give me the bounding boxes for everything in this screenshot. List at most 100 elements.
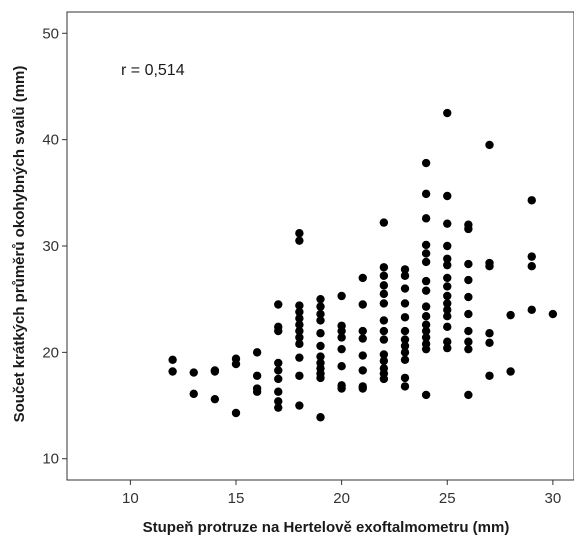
data-point [400,299,410,308]
y-axis-title: Součet krátkých průměrů okohybných svalů… [11,66,28,423]
data-point [189,389,198,399]
data-point [379,316,389,325]
data-point [400,335,410,344]
data-point [274,358,283,368]
data-point [168,367,177,376]
data-point [443,254,452,263]
data-point [337,291,346,301]
data-point [421,240,431,250]
data-point [274,326,283,336]
data-point [464,337,473,346]
data-point [379,374,389,384]
y-tick-label: 40 [42,132,59,149]
data-point [316,316,325,325]
y-tick-label: 30 [42,238,59,255]
data-point [295,301,304,310]
data-point [358,273,367,283]
data-point [316,302,325,311]
data-point [527,262,536,271]
y-tick-label: 20 [42,344,59,361]
data-point [295,236,304,245]
data-point [464,390,473,400]
data-point [421,333,431,342]
data-points [168,108,558,422]
y-tick-label: 50 [42,25,59,42]
data-point [231,359,241,369]
data-point [295,229,304,238]
data-point [316,373,325,383]
x-axis-title: Stupeň protruze na Hertelově exoftalmome… [143,519,510,536]
data-point [379,335,389,344]
data-point [189,368,198,377]
data-point [295,401,304,410]
data-point [316,329,325,338]
data-point [464,309,473,319]
x-tick-label: 10 [122,490,139,507]
data-point [295,326,304,336]
data-point [274,374,283,384]
data-point [337,384,346,393]
data-point [443,312,452,321]
data-point [379,299,389,308]
data-point [358,351,367,360]
data-point [421,286,431,295]
y-tick-label: 10 [42,451,59,468]
data-point [358,334,367,343]
data-point [443,299,452,308]
data-point [168,355,177,365]
data-point [274,387,283,396]
data-point [527,252,536,261]
data-point [379,263,389,272]
data-point [443,282,452,291]
data-point [400,271,410,280]
data-point [443,191,452,201]
data-point [295,320,304,329]
data-point [295,353,304,362]
data-point [464,292,473,302]
data-point [400,355,410,365]
data-point [295,314,304,323]
data-point [443,322,452,332]
data-point [252,348,262,357]
data-point [443,337,452,346]
x-tick-label: 30 [545,490,562,507]
data-point [421,344,431,354]
data-point [252,371,262,380]
data-point [379,218,389,227]
data-point [337,326,346,336]
data-point [443,219,452,228]
data-point [421,390,431,400]
data-point [421,276,431,286]
data-point [527,305,536,315]
data-point [358,326,367,336]
data-point [506,310,515,320]
data-point [337,361,346,371]
data-point [316,294,325,304]
data-point [548,309,558,319]
data-point [485,262,494,271]
data-point [443,305,452,315]
x-axis: 10 15 20 25 30 [122,480,561,507]
data-point [316,352,325,361]
data-point [443,241,452,251]
data-point [464,344,473,354]
data-point [295,371,304,380]
data-point [295,339,304,349]
data-point [464,326,473,336]
data-point [527,196,536,205]
data-point [485,338,494,347]
data-point [421,302,431,311]
data-point [485,329,494,338]
data-point [379,289,389,299]
data-point [295,307,304,317]
data-point [274,403,283,412]
data-point [252,387,262,396]
data-point [400,348,410,357]
x-tick-label: 20 [333,490,350,507]
data-point [421,214,431,223]
data-point [210,394,220,404]
data-point [316,341,325,351]
data-point [464,275,473,285]
data-point [316,309,325,319]
